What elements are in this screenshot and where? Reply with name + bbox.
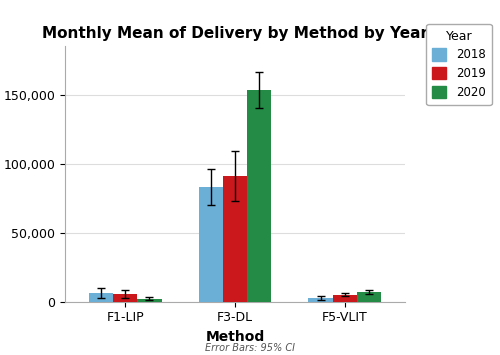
X-axis label: Method: Method — [206, 330, 264, 344]
Bar — [308, 298, 332, 302]
Bar — [199, 187, 223, 302]
Bar — [138, 299, 162, 302]
Bar — [247, 91, 271, 302]
Bar — [356, 292, 381, 302]
Bar — [332, 295, 356, 302]
Bar — [89, 293, 114, 302]
Bar — [114, 294, 138, 302]
Text: Error Bars: 95% CI: Error Bars: 95% CI — [205, 343, 295, 354]
Legend: 2018, 2019, 2020: 2018, 2019, 2020 — [426, 24, 492, 105]
Title: Monthly Mean of Delivery by Method by Year: Monthly Mean of Delivery by Method by Ye… — [42, 26, 428, 41]
Bar — [223, 176, 247, 302]
